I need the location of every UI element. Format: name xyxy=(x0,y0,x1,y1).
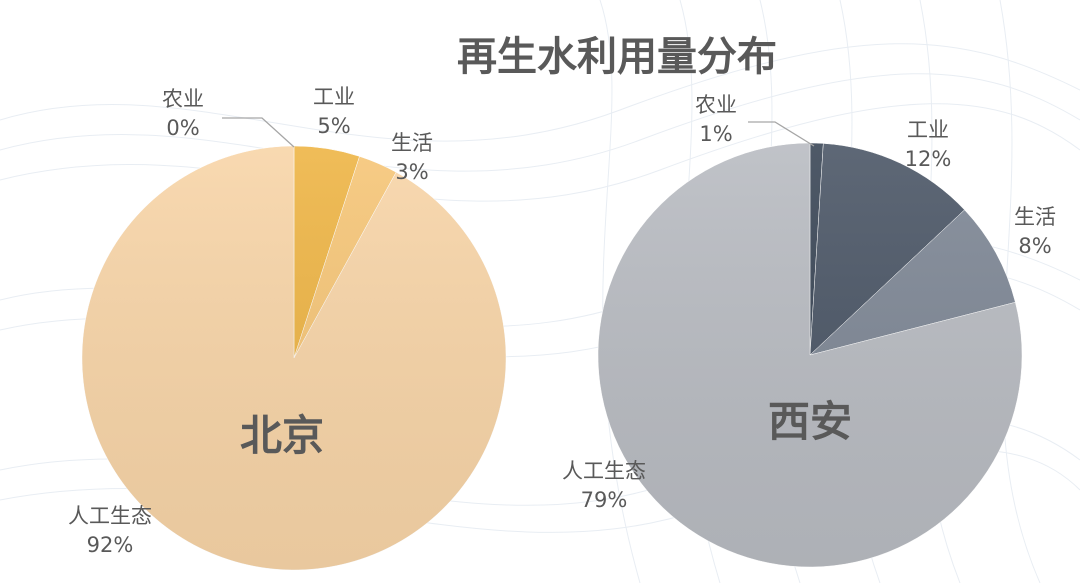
slice-category-label: 人工生态 xyxy=(68,504,152,528)
slice-percent-label: 0% xyxy=(166,116,199,140)
slice-category-label: 工业 xyxy=(313,85,355,109)
slice-percent-label: 12% xyxy=(905,147,952,171)
slice-percent-label: 92% xyxy=(87,533,134,557)
pie-chart-xian: 农业 1% 工业 12% 生活 8% 人工生态 79% 西安 xyxy=(562,93,1056,568)
pie-chart-beijing: 农业 0% 工业 5% 生活 3% 人工生态 92% 北京 xyxy=(68,85,507,571)
slice-category-label: 人工生态 xyxy=(562,459,646,483)
pie-shading xyxy=(82,146,506,570)
leader-line xyxy=(222,117,295,148)
slice-percent-label: 79% xyxy=(581,488,628,512)
slice-category-label: 农业 xyxy=(162,87,204,111)
chart-title: 再生水利用量分布 xyxy=(457,34,777,80)
slice-percent-label: 5% xyxy=(317,114,350,138)
slice-category-label: 工业 xyxy=(907,118,949,142)
slice-percent-label: 8% xyxy=(1018,234,1051,258)
pie-center-label: 西安 xyxy=(768,397,852,446)
leader-line xyxy=(748,121,815,147)
slice-percent-label: 1% xyxy=(699,122,732,146)
slice-category-label: 生活 xyxy=(391,131,433,155)
slice-category-label: 生活 xyxy=(1014,205,1056,229)
pie-shading xyxy=(598,143,1022,567)
slice-percent-label: 3% xyxy=(395,160,428,184)
slice-category-label: 农业 xyxy=(695,93,737,117)
pie-center-label: 北京 xyxy=(240,411,324,460)
